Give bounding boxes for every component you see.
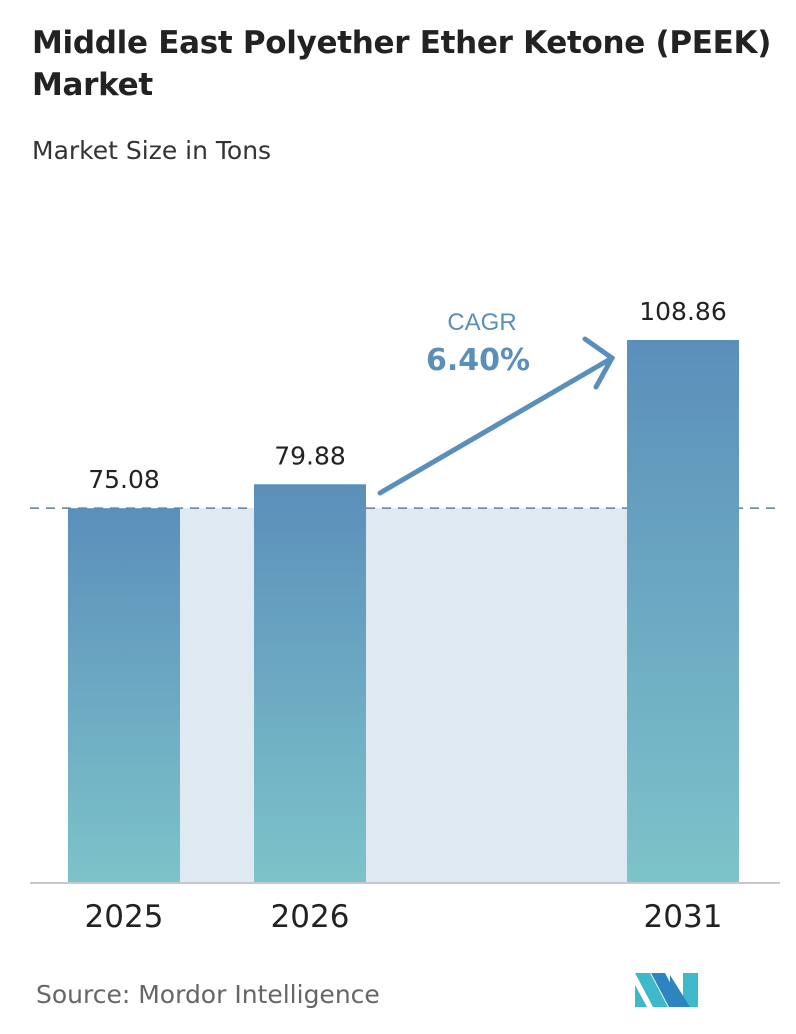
x-tick-2031: 2031 xyxy=(644,899,723,935)
data-label-2026: 79.88 xyxy=(274,441,346,470)
bar-2031 xyxy=(627,340,739,882)
chart-subtitle: Market Size in Tons xyxy=(32,136,272,165)
reference-shade xyxy=(180,508,627,882)
x-tick-2025: 2025 xyxy=(85,899,164,935)
data-label-2025: 75.08 xyxy=(88,465,160,494)
cagr-label: CAGR xyxy=(447,309,516,336)
bar-2025 xyxy=(68,508,180,882)
bar-2026 xyxy=(254,484,366,882)
source-note: Source: Mordor Intelligence xyxy=(36,980,380,1009)
cagr-arrow xyxy=(377,336,616,496)
cagr-value: 6.40% xyxy=(426,343,530,378)
data-label-2031: 108.86 xyxy=(639,297,726,326)
x-tick-2026: 2026 xyxy=(271,899,350,935)
chart-title: Middle East Polyether Ether Ketone (PEEK… xyxy=(32,25,772,103)
